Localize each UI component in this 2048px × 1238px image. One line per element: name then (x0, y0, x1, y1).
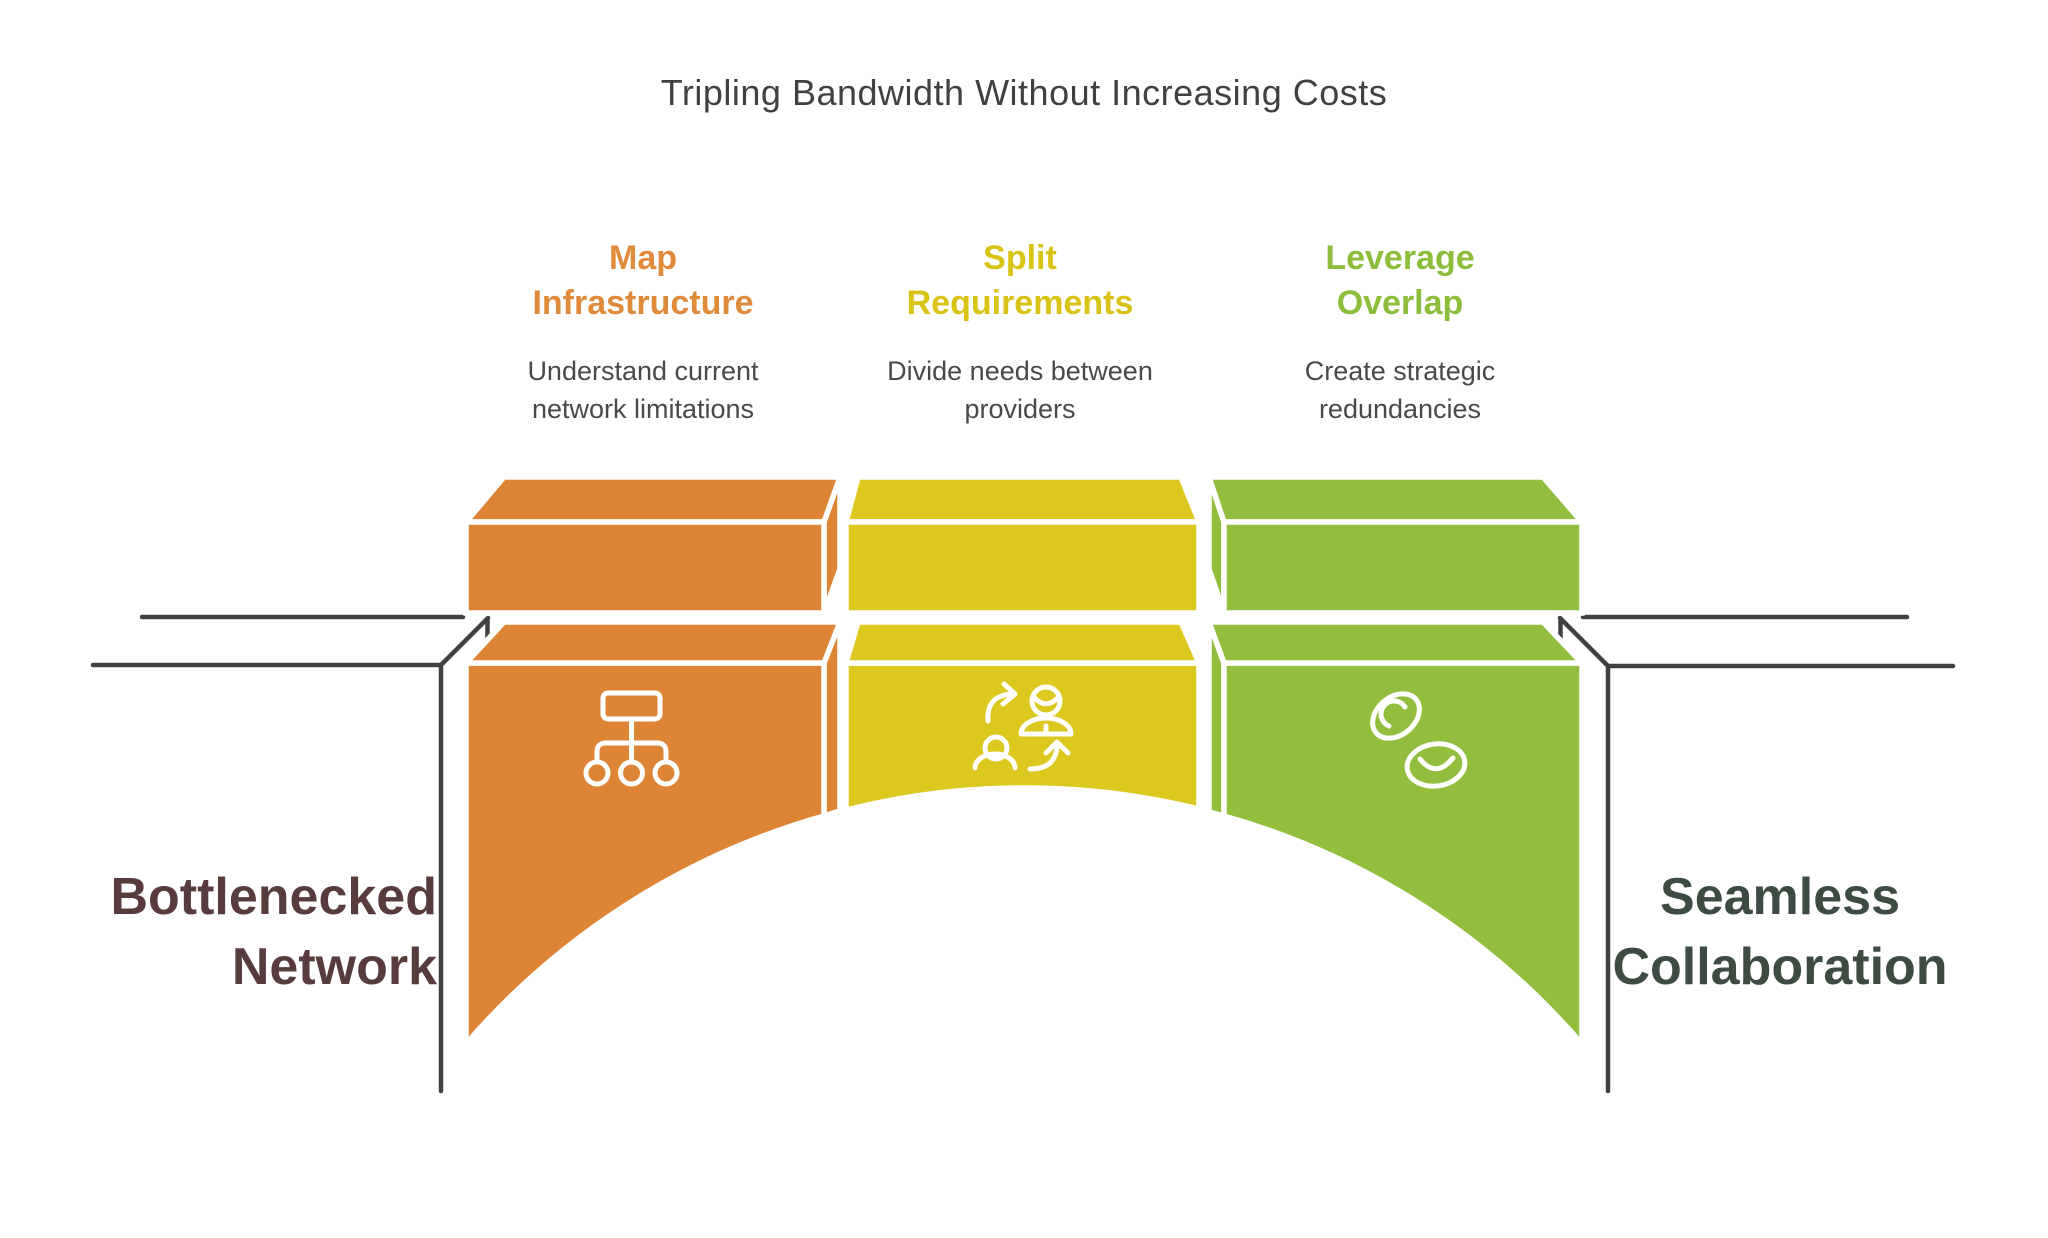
lower-green-front-face (1221, 660, 1585, 1052)
lower-orange-front-face (463, 660, 827, 1052)
lower-block-yellow (842, 619, 1204, 814)
step-description: Divide needs between providers (887, 356, 1153, 424)
people-swap-icon (972, 681, 1074, 772)
upper-block-green (1205, 474, 1589, 616)
step-description: Create strategic redundancies (1304, 356, 1496, 424)
step-heading: Map Infrastructure (532, 239, 754, 322)
left-cliff-corner-diagonal (438, 615, 491, 668)
lower-block-orange (459, 619, 845, 1052)
upper-block-orange (460, 474, 844, 616)
upper-green-front-face (1221, 519, 1585, 616)
right-state-label: Seamless Collaboration (1612, 868, 1948, 996)
right-cliff (1557, 614, 1956, 1094)
step-heading: Leverage Overlap (1325, 239, 1475, 322)
right-cliff-corner-diagonal (1557, 615, 1611, 669)
step-split-requirements: Split Requirements Divide needs between … (800, 236, 1240, 428)
upper-orange-front-face (463, 519, 827, 616)
upper-green-top-face (1205, 474, 1589, 525)
step-map-infrastructure: Map Infrastructure Understand current ne… (423, 236, 863, 428)
lower-block-green (1205, 619, 1589, 1052)
left-state-label: Bottlenecked Network (110, 868, 437, 996)
lower-orange-top-face (459, 619, 845, 666)
upper-orange-top-face (460, 474, 844, 525)
upper-yellow-front-face (843, 519, 1202, 616)
sitemap-icon (583, 690, 680, 787)
step-description: Understand current network limitations (527, 356, 759, 424)
step-leverage-overlap: Leverage Overlap Create strategic redund… (1180, 236, 1620, 428)
page-title: Tripling Bandwidth Without Increasing Co… (660, 72, 1388, 113)
overlap-rings-icon (1370, 691, 1468, 789)
lower-yellow-top-face (842, 619, 1204, 666)
lower-green-top-face (1205, 619, 1589, 666)
step-heading: Split Requirements (906, 239, 1134, 322)
upper-yellow-top-face (842, 474, 1204, 525)
left-cliff (90, 614, 491, 1094)
upper-block-yellow (842, 474, 1204, 616)
